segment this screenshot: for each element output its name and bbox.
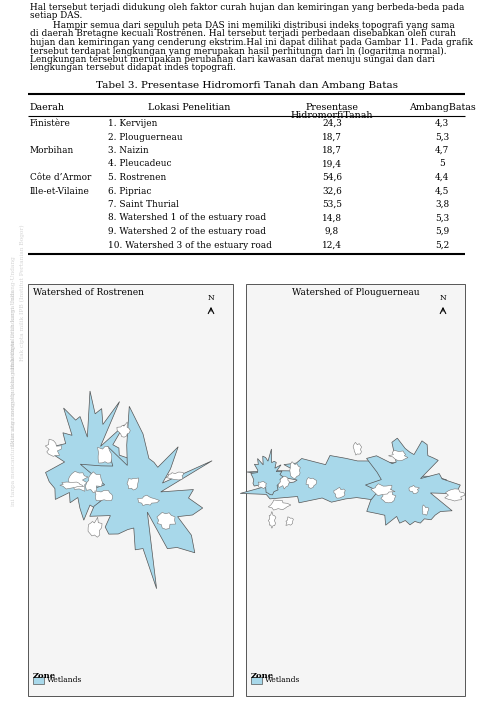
Text: 8. Watershed 1 of the estuary road: 8. Watershed 1 of the estuary road bbox=[108, 213, 265, 222]
Polygon shape bbox=[387, 450, 407, 461]
Text: 53,5: 53,5 bbox=[321, 200, 341, 209]
Polygon shape bbox=[60, 482, 83, 489]
Text: hujan dan kemiringan yang cenderung ekstrim.Hal ini dapat dilihat pada Gambar 11: hujan dan kemiringan yang cenderung ekst… bbox=[30, 38, 472, 47]
Polygon shape bbox=[268, 511, 275, 528]
Text: 24,3: 24,3 bbox=[322, 119, 341, 128]
Text: AmbangBatas: AmbangBatas bbox=[408, 103, 474, 112]
Text: N: N bbox=[207, 294, 214, 302]
Text: 9. Watershed 2 of the estuary road: 9. Watershed 2 of the estuary road bbox=[108, 227, 265, 236]
Text: Hampir semua dari sepuluh peta DAS ini memiliki distribusi indeks topografi yang: Hampir semua dari sepuluh peta DAS ini m… bbox=[30, 21, 454, 30]
Bar bbox=[250, 677, 262, 684]
Text: 5,3: 5,3 bbox=[434, 133, 448, 141]
Text: Dilarang mengutip sebagian atau seluruh karya tulis: Dilarang mengutip sebagian atau seluruh … bbox=[12, 290, 17, 446]
Polygon shape bbox=[258, 481, 266, 489]
Text: 6. Pipriac: 6. Pipriac bbox=[108, 186, 151, 196]
Polygon shape bbox=[408, 485, 419, 493]
Polygon shape bbox=[380, 488, 395, 503]
Polygon shape bbox=[138, 495, 159, 505]
Text: Zone: Zone bbox=[250, 672, 274, 680]
Text: 10. Watershed 3 of the estuary road: 10. Watershed 3 of the estuary road bbox=[108, 241, 271, 249]
Polygon shape bbox=[68, 472, 88, 491]
Text: 3. Naizin: 3. Naizin bbox=[108, 146, 148, 155]
Text: 9,8: 9,8 bbox=[324, 227, 338, 236]
Polygon shape bbox=[45, 391, 139, 520]
Text: 4,7: 4,7 bbox=[434, 146, 448, 155]
Text: 18,7: 18,7 bbox=[322, 146, 341, 155]
Polygon shape bbox=[289, 462, 300, 479]
Polygon shape bbox=[444, 489, 464, 501]
Polygon shape bbox=[250, 449, 283, 495]
Text: Finistère: Finistère bbox=[30, 119, 71, 128]
Polygon shape bbox=[95, 491, 112, 501]
Polygon shape bbox=[80, 407, 212, 589]
Text: 1. Kervijen: 1. Kervijen bbox=[108, 119, 157, 128]
Text: Wetlands: Wetlands bbox=[264, 676, 300, 684]
Bar bbox=[33, 677, 44, 684]
Text: 5,3: 5,3 bbox=[434, 213, 448, 222]
Text: 14,8: 14,8 bbox=[321, 213, 341, 222]
Text: 4. Pleucadeuc: 4. Pleucadeuc bbox=[108, 160, 171, 169]
Text: Daerah: Daerah bbox=[30, 103, 65, 112]
Polygon shape bbox=[268, 500, 290, 510]
Polygon shape bbox=[157, 513, 175, 530]
Text: Lokasi Penelitian: Lokasi Penelitian bbox=[147, 103, 230, 112]
Text: Côte d’Armor: Côte d’Armor bbox=[30, 173, 91, 182]
Polygon shape bbox=[85, 472, 102, 493]
Text: Lengkungan tersebut merupakan perubahan dari kawasan darat menuju sungai dan dar: Lengkungan tersebut merupakan perubahan … bbox=[30, 55, 434, 64]
Text: 4,5: 4,5 bbox=[434, 186, 448, 196]
Text: 5: 5 bbox=[438, 160, 444, 169]
Text: 4,4: 4,4 bbox=[434, 173, 448, 182]
Bar bbox=[245, 284, 464, 696]
Text: ini tanpa mencantumkan atau menyebutkan sumbernya: ini tanpa mencantumkan atau menyebutkan … bbox=[12, 340, 17, 505]
Text: 5,2: 5,2 bbox=[434, 241, 448, 249]
Polygon shape bbox=[422, 505, 428, 515]
Text: 5. Rostrenen: 5. Rostrenen bbox=[108, 173, 166, 182]
Text: Presentase: Presentase bbox=[305, 103, 358, 112]
Text: di daerah Bretagne kecuali Rostrenen. Hal tersebut terjadi perbedaan disebabkan : di daerah Bretagne kecuali Rostrenen. Ha… bbox=[30, 30, 455, 39]
Text: 2. Plouguerneau: 2. Plouguerneau bbox=[108, 133, 182, 141]
Text: Hak Cipta Dilindungi Undang-Undang: Hak Cipta Dilindungi Undang-Undang bbox=[12, 256, 17, 369]
Text: Hak cipta milik IPB (Institut Pertanian Bogor): Hak cipta milik IPB (Institut Pertanian … bbox=[20, 225, 24, 361]
Text: 4,3: 4,3 bbox=[434, 119, 448, 128]
Text: lengkungan tersebut didapat indes topografi.: lengkungan tersebut didapat indes topogr… bbox=[30, 64, 235, 73]
Text: Wetlands: Wetlands bbox=[47, 676, 82, 684]
Text: Ille-et-Vilaine: Ille-et-Vilaine bbox=[30, 186, 90, 196]
Polygon shape bbox=[285, 517, 293, 525]
Polygon shape bbox=[365, 438, 459, 525]
Polygon shape bbox=[45, 439, 61, 456]
Text: Tabel 3. Presentase Hidromorfi Tanah dan Ambang Batas: Tabel 3. Presentase Hidromorfi Tanah dan… bbox=[95, 81, 397, 90]
Text: 54,6: 54,6 bbox=[321, 173, 341, 182]
Text: HidromorfiTanah: HidromorfiTanah bbox=[290, 111, 372, 120]
Polygon shape bbox=[240, 455, 446, 503]
Text: 5,9: 5,9 bbox=[434, 227, 448, 236]
Polygon shape bbox=[98, 446, 111, 463]
Polygon shape bbox=[127, 478, 138, 490]
Polygon shape bbox=[370, 484, 394, 496]
Text: Zone: Zone bbox=[33, 672, 56, 680]
Text: setiap DAS.: setiap DAS. bbox=[30, 11, 82, 20]
Polygon shape bbox=[117, 422, 130, 437]
Bar bbox=[28, 284, 232, 696]
Text: Hal tersebut terjadi didukung oleh faktor curah hujan dan kemiringan yang berbed: Hal tersebut terjadi didukung oleh fakto… bbox=[30, 3, 464, 12]
Text: 7. Saint Thurial: 7. Saint Thurial bbox=[108, 200, 179, 209]
Text: Watershed of Rostrenen: Watershed of Rostrenen bbox=[33, 288, 143, 297]
Text: 19,4: 19,4 bbox=[321, 160, 341, 169]
Polygon shape bbox=[333, 487, 345, 498]
Polygon shape bbox=[165, 472, 183, 480]
Text: Morbihan: Morbihan bbox=[30, 146, 74, 155]
Text: 3,8: 3,8 bbox=[434, 200, 448, 209]
Text: 32,6: 32,6 bbox=[322, 186, 341, 196]
Polygon shape bbox=[352, 443, 361, 455]
Text: 18,7: 18,7 bbox=[322, 133, 341, 141]
Text: tersebut terdapat lengkungan yang merupakan hasil perhitungn dari ln (logaritma : tersebut terdapat lengkungan yang merupa… bbox=[30, 47, 446, 56]
Polygon shape bbox=[278, 476, 289, 489]
Text: Watershed of Plouguerneau: Watershed of Plouguerneau bbox=[291, 288, 418, 297]
Polygon shape bbox=[88, 517, 102, 537]
Polygon shape bbox=[305, 477, 316, 489]
Text: 12,4: 12,4 bbox=[321, 241, 341, 249]
Text: N: N bbox=[439, 294, 446, 302]
